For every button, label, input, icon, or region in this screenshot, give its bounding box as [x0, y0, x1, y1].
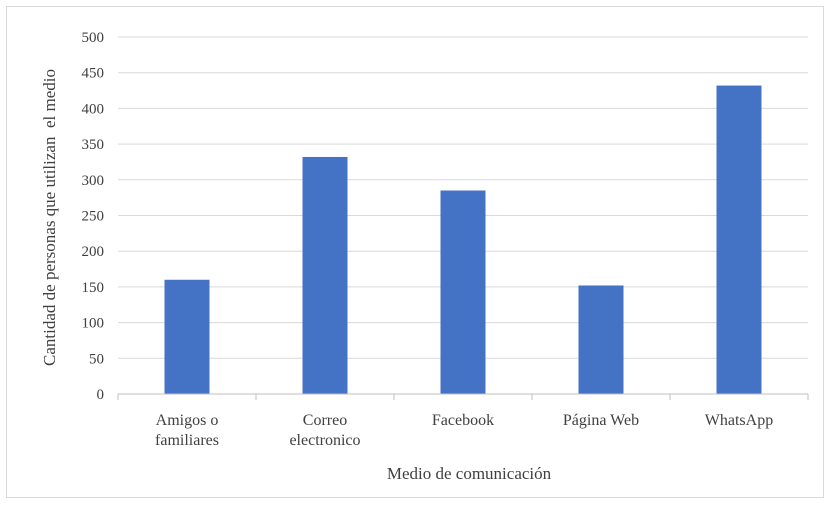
y-tick-label: 250 [82, 209, 105, 225]
y-tick-label: 300 [82, 173, 105, 189]
y-tick-label: 350 [82, 137, 105, 153]
gridlines [118, 36, 808, 359]
chart-container [6, 6, 824, 498]
x-tick-label: Amigos o familiares [155, 412, 219, 449]
x-tick-label: Correo electronico [289, 412, 360, 449]
y-tick-label: 450 [82, 66, 105, 82]
y-tick-label: 500 [82, 30, 105, 46]
x-tick-label: Facebook [432, 412, 494, 429]
bar [302, 156, 348, 394]
bar [716, 85, 762, 394]
y-tick-label: 150 [82, 280, 105, 296]
y-tick-label: 0 [97, 387, 105, 403]
labels: 0 50 100 150 200 250 300 350 400 450 500 Amigos o fa… [82, 30, 774, 449]
y-axis-title: Cantidad de personas que utilizan el med… [40, 69, 59, 366]
y-tick-label: 400 [82, 101, 105, 117]
bar [578, 285, 624, 394]
bar [440, 190, 486, 394]
axes [117, 393, 809, 400]
x-axis-title: Medio de comunicación [387, 464, 552, 483]
x-tick-label: WhatsApp [705, 412, 773, 429]
bars [164, 85, 762, 394]
y-tick-label: 200 [82, 244, 105, 260]
x-tick-label: Página Web [563, 412, 639, 429]
y-tick-label: 50 [89, 351, 104, 367]
y-tick-label: 100 [82, 316, 105, 332]
bar [164, 279, 210, 394]
